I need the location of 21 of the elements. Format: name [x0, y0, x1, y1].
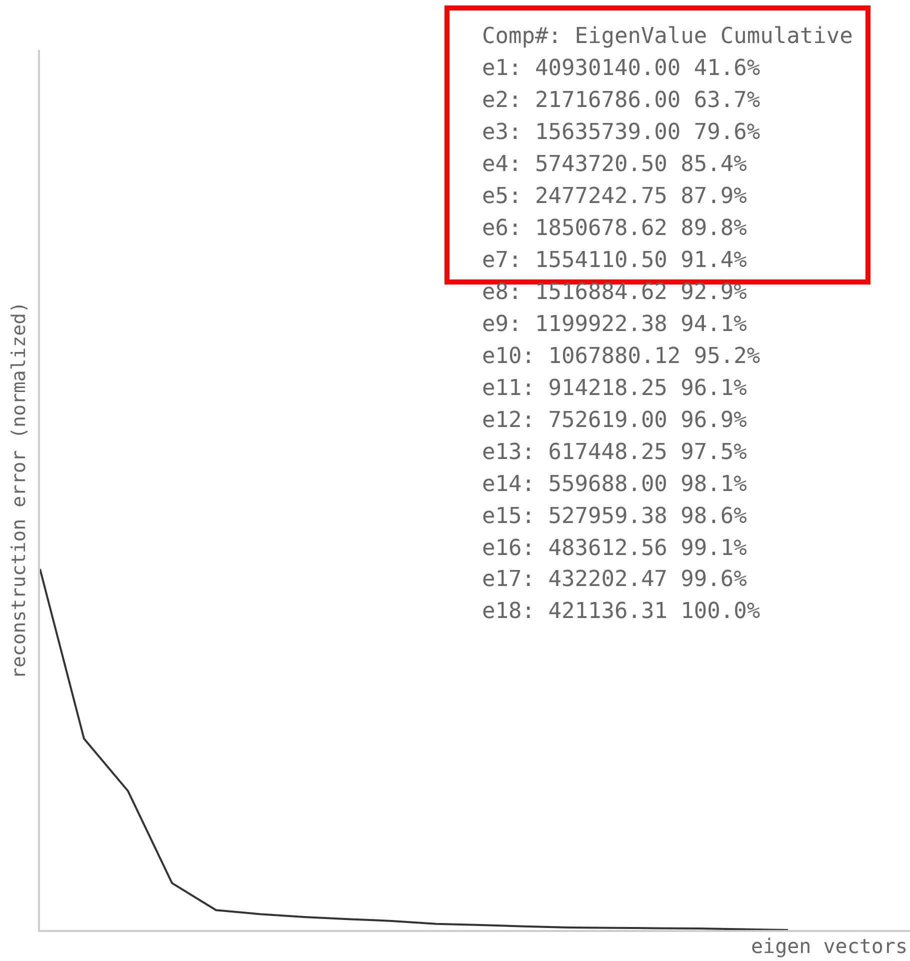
- annotation: e18: 421136.31 100.0%: [482, 599, 760, 624]
- text: Comp#: EigenValue Cumulative: [482, 24, 853, 49]
- text: e15: 527959.38 98.6%: [482, 504, 747, 529]
- y-axis-title: reconstruction error (normalized): [8, 302, 30, 679]
- text: e2: 21716786.00 63.7%: [482, 88, 760, 113]
- text: e13: 617448.25 97.5%: [482, 440, 747, 465]
- text: e16: 483612.56 99.1%: [482, 536, 747, 561]
- text: e12: 752619.00 96.9%: [482, 408, 747, 433]
- text: e4: 5743720.50 85.4%: [482, 152, 747, 177]
- text: e9: 1199922.38 94.1%: [482, 312, 747, 337]
- text: e5: 2477242.75 87.9%: [482, 184, 747, 209]
- text: e6: 1850678.62 89.8%: [482, 216, 747, 241]
- text: e14: 559688.00 98.1%: [482, 472, 747, 497]
- text: e1: 40930140.00 41.6%: [482, 56, 760, 81]
- annotation: e17: 432202.47 99.6%: [482, 567, 747, 592]
- text: e3: 15635739.00 79.6%: [482, 120, 760, 145]
- x-axis-title: eigen vectors: [751, 934, 908, 958]
- text: e7: 1554110.50 91.4%: [482, 248, 747, 273]
- text: e8: 1516884.62 92.9%: [482, 280, 747, 305]
- text: e10: 1067880.12 95.2%: [482, 344, 760, 369]
- text: e11: 914218.25 96.1%: [482, 376, 747, 401]
